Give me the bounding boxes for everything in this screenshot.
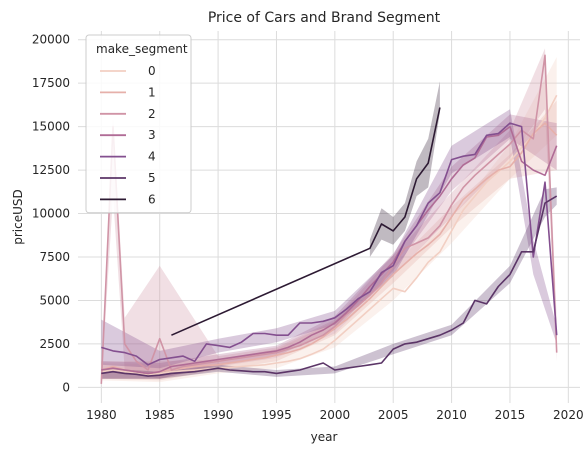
y-axis-ticks: 0 2500 5000 7500 10000 12500 15000 17500 20000 xyxy=(32,33,70,395)
legend-label-6: 6 xyxy=(148,192,156,206)
y-tick-label: 20000 xyxy=(32,33,70,47)
series-1-band xyxy=(101,100,557,381)
series-5-line xyxy=(101,195,558,377)
legend-label-2: 2 xyxy=(148,107,156,121)
y-tick-label: 5000 xyxy=(39,293,70,307)
series-lines xyxy=(100,54,558,384)
legend-label-1: 1 xyxy=(148,85,156,99)
x-axis-ticks: 1980 1985 1990 1995 2000 2005 2010 2015 2020 xyxy=(86,408,584,422)
x-tick-label: 1980 xyxy=(86,408,117,422)
confidence-bands xyxy=(101,48,557,386)
legend-label-3: 3 xyxy=(148,128,156,142)
series-0-band xyxy=(101,57,557,383)
legend-title: make_segment xyxy=(96,42,188,56)
legend-label-4: 4 xyxy=(148,150,156,164)
x-tick-label: 1990 xyxy=(203,408,234,422)
series-3-band xyxy=(101,114,557,379)
chart-title: Price of Cars and Brand Segment xyxy=(208,10,441,26)
x-tick-label: 1985 xyxy=(144,408,175,422)
y-tick-label: 10000 xyxy=(32,207,70,221)
series-1-line xyxy=(101,122,558,375)
x-tick-label: 2015 xyxy=(495,408,526,422)
legend-label-0: 0 xyxy=(148,64,156,78)
series-2-band xyxy=(101,48,557,386)
x-tick-label: 2010 xyxy=(436,408,467,422)
legend: make_segment 0 1 2 3 4 5 6 xyxy=(85,34,192,214)
x-axis-label: year xyxy=(311,430,338,444)
series-0-line xyxy=(101,94,558,377)
series-6-band xyxy=(369,81,440,258)
y-tick-label: 15000 xyxy=(32,120,70,134)
x-tick-label: 1995 xyxy=(261,408,292,422)
series-3-line xyxy=(101,125,558,375)
y-tick-label: 12500 xyxy=(32,163,70,177)
series-4-line xyxy=(101,122,558,366)
y-axis-label: priceUSD xyxy=(11,189,25,245)
x-tick-label: 2020 xyxy=(553,408,584,422)
y-tick-label: 0 xyxy=(62,380,70,394)
series-5-band xyxy=(101,187,557,379)
series-6-line xyxy=(171,107,441,336)
series-4-band xyxy=(101,109,557,369)
legend-label-5: 5 xyxy=(148,171,156,185)
x-tick-label: 2000 xyxy=(320,408,351,422)
y-tick-label: 17500 xyxy=(32,76,70,90)
y-tick-label: 2500 xyxy=(39,337,70,351)
series-2-line xyxy=(100,54,558,384)
x-tick-label: 2005 xyxy=(378,408,409,422)
legend-box xyxy=(85,34,192,214)
y-tick-label: 7500 xyxy=(39,250,70,264)
